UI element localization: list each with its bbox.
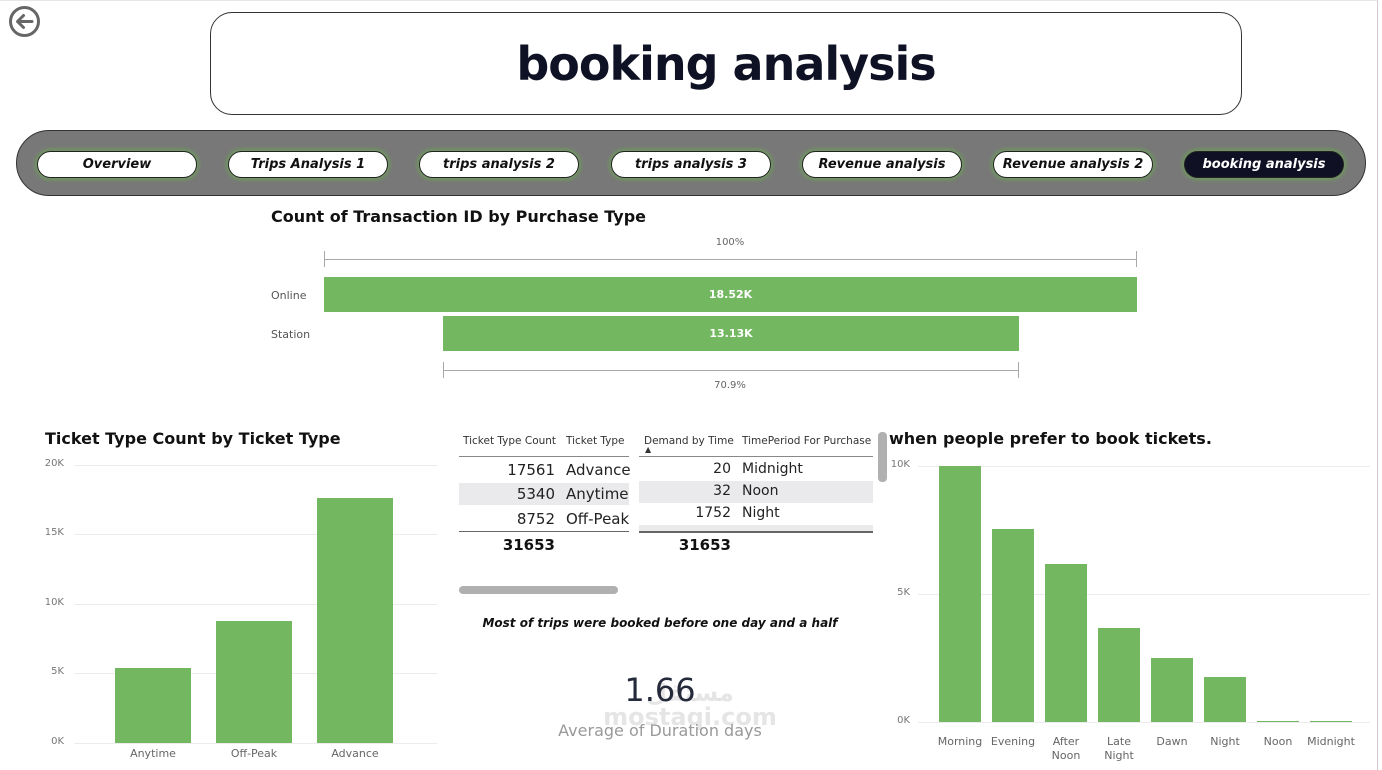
funnel-bottom-bracket-right xyxy=(1018,362,1019,378)
x-label-midnight: Midnight xyxy=(1307,735,1355,748)
cell-type: Off-Peak xyxy=(566,510,630,528)
funnel-bottom-percent: 70.9% xyxy=(714,380,746,391)
bar-advance[interactable] xyxy=(317,498,393,743)
insight-note: Most of trips were booked before one day… xyxy=(482,616,838,630)
x-label-night: Night xyxy=(1210,735,1240,748)
funnel-chart-title: Count of Transaction ID by Purchase Type xyxy=(271,207,647,226)
cell-demand: 20 xyxy=(713,461,731,477)
x-label-dawn: Dawn xyxy=(1156,735,1188,748)
gridline xyxy=(918,466,1370,467)
x-label-advance: Advance xyxy=(331,747,379,760)
column-header-ticket-type-count[interactable]: Ticket Type Count xyxy=(463,435,557,447)
nav-revenue-analysis-2[interactable]: Revenue analysis 2 xyxy=(993,151,1153,178)
cell-timeperiod: Midnight xyxy=(742,461,803,477)
bar-after-noon[interactable] xyxy=(1045,564,1087,722)
nav-overview[interactable]: Overview xyxy=(37,151,197,178)
x-label-noon: Noon xyxy=(1263,735,1293,748)
cell-demand: 32 xyxy=(713,483,731,499)
funnel-bottom-bracket-left xyxy=(443,362,444,378)
bar-night[interactable] xyxy=(1204,677,1246,722)
page-title: booking analysis xyxy=(516,36,936,91)
nav-trips-analysis-2[interactable]: trips analysis 2 xyxy=(419,151,579,178)
nav-trips-analysis-1[interactable]: Trips Analysis 1 xyxy=(228,151,388,178)
total-divider xyxy=(639,531,873,533)
nav-trips-analysis-3[interactable]: trips analysis 3 xyxy=(611,151,771,178)
back-button[interactable] xyxy=(8,5,41,38)
x-label-anytime: Anytime xyxy=(130,747,176,760)
y-tick: 15K xyxy=(44,527,64,538)
cell-type: Advance xyxy=(566,461,631,479)
x-label-evening: Evening xyxy=(990,735,1036,748)
y-tick: 0K xyxy=(897,715,910,726)
funnel-value-online: 18.52K xyxy=(708,288,753,301)
total-count: 31653 xyxy=(502,536,555,554)
header-divider xyxy=(459,456,629,457)
funnel-value-station: 13.13K xyxy=(709,327,753,340)
funnel-label-station: Station xyxy=(271,328,311,341)
x-label-after-noon: After Noon xyxy=(1051,735,1081,762)
row-band xyxy=(639,525,873,531)
column-header-ticket-type[interactable]: Ticket Type xyxy=(566,435,625,447)
back-arrow-circle-icon xyxy=(9,6,40,37)
gridline xyxy=(74,604,437,605)
gridline xyxy=(918,594,1370,595)
column-header-demand-by-time[interactable]: Demand by Time xyxy=(644,435,734,447)
vertical-scrollbar[interactable] xyxy=(878,432,887,482)
funnel-top-bracket-right xyxy=(1136,251,1137,267)
nav-revenue-analysis[interactable]: Revenue analysis xyxy=(802,151,962,178)
horizontal-scrollbar[interactable] xyxy=(459,586,618,594)
cell-count: 5340 xyxy=(516,485,555,503)
bar-off-peak[interactable] xyxy=(216,621,292,743)
x-axis-line xyxy=(918,722,1370,723)
bar-noon[interactable] xyxy=(1257,721,1299,722)
y-tick: 20K xyxy=(44,458,64,469)
bar-anytime[interactable] xyxy=(115,668,191,743)
time-chart-title: when people prefer to book tickets. xyxy=(889,429,1212,448)
funnel-bar-station[interactable]: 13.13K xyxy=(443,316,1019,351)
bar-late-night[interactable] xyxy=(1098,628,1140,722)
header-divider xyxy=(639,456,873,457)
row-band xyxy=(639,481,873,503)
y-tick: 5K xyxy=(897,587,910,598)
funnel-bar-online[interactable]: 18.52K xyxy=(324,277,1137,312)
y-tick: 5K xyxy=(51,666,64,677)
y-tick: 0K xyxy=(51,736,64,747)
column-header-timeperiod[interactable]: TimePeriod For Purchase xyxy=(742,435,872,447)
x-label-late-night: Late Night xyxy=(1104,735,1134,762)
total-divider xyxy=(459,531,629,532)
y-tick: 10K xyxy=(44,597,64,608)
ticket-chart-title: Ticket Type Count by Ticket Type xyxy=(45,429,341,448)
cell-count: 8752 xyxy=(516,510,555,528)
y-tick: 10K xyxy=(890,459,910,470)
bar-dawn[interactable] xyxy=(1151,658,1193,722)
cell-timeperiod: Noon xyxy=(742,483,779,499)
kpi-label: Average of Duration days xyxy=(558,721,762,740)
funnel-label-online: Online xyxy=(271,289,307,302)
nav-booking-analysis[interactable]: booking analysis xyxy=(1184,151,1344,178)
row-band xyxy=(459,483,629,505)
cell-type: Anytime xyxy=(566,485,629,503)
bar-morning[interactable] xyxy=(939,466,981,722)
page-title-box: booking analysis xyxy=(210,12,1242,115)
cell-timeperiod: Night xyxy=(742,505,780,521)
bar-evening[interactable] xyxy=(992,529,1034,722)
funnel-bottom-bracket xyxy=(443,370,1019,371)
bar-midnight[interactable] xyxy=(1310,721,1352,722)
gridline xyxy=(74,534,437,535)
cell-demand: 1752 xyxy=(695,505,731,521)
x-label-off-peak: Off-Peak xyxy=(230,747,278,760)
page-navigation: Overview Trips Analysis 1 trips analysis… xyxy=(16,130,1366,196)
funnel-top-bracket-left xyxy=(324,251,325,267)
gridline xyxy=(74,465,437,466)
x-axis-line xyxy=(74,743,437,744)
x-label-morning: Morning xyxy=(937,735,983,748)
total-demand: 31653 xyxy=(678,536,731,554)
sort-ascending-icon[interactable]: ▲ xyxy=(645,445,652,454)
funnel-top-percent: 100% xyxy=(715,237,745,248)
kpi-value: 1.66 xyxy=(624,671,696,709)
funnel-top-bracket xyxy=(324,259,1137,260)
cell-count: 17561 xyxy=(507,461,555,479)
